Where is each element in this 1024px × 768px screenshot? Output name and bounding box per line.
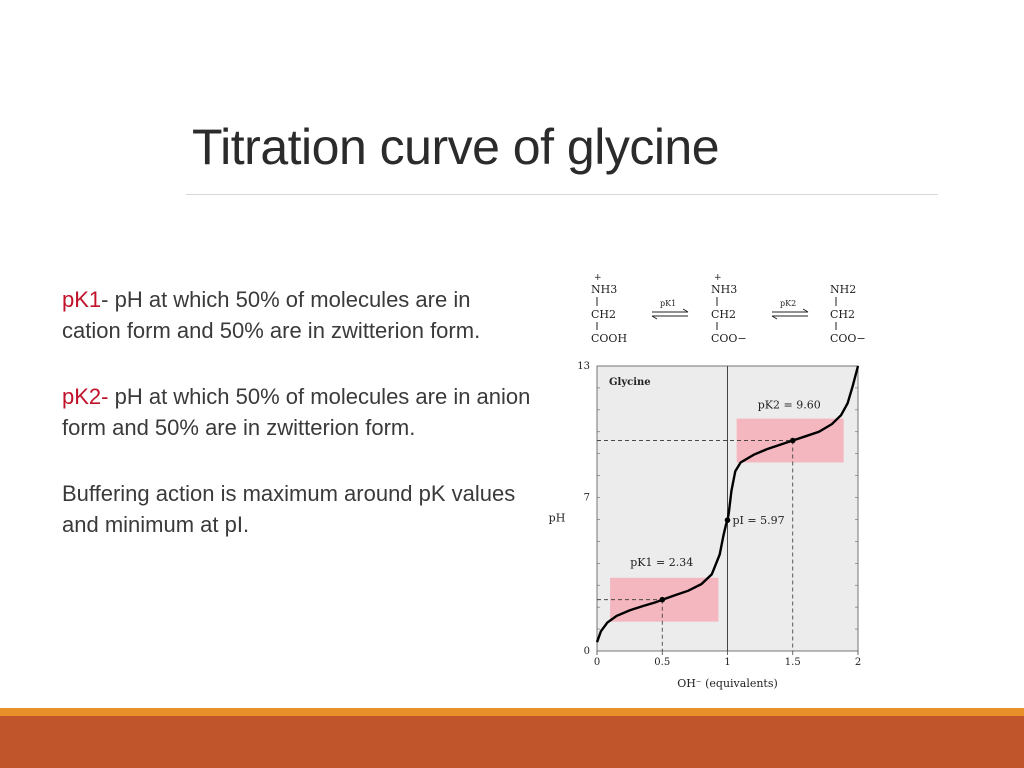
point-pk1 (659, 596, 666, 603)
ch2-group: CH2 (711, 308, 736, 321)
y-axis-label: pH (549, 512, 566, 525)
bullet-term: pK1 (62, 287, 102, 312)
ch2-group: CH2 (591, 308, 616, 321)
title-divider (186, 194, 938, 195)
marked-points (659, 437, 796, 603)
carboxyl-group: COO− (711, 332, 747, 345)
bullet-sep: - (101, 384, 109, 409)
bullet-term: pK2 (62, 384, 102, 409)
y-tick-label: 7 (584, 493, 590, 504)
y-tick-label: 0 (584, 646, 590, 657)
structure-cation: + NH3 CH2 COOH (591, 273, 627, 345)
arrow-head (682, 308, 689, 313)
structure-row: + NH3 CH2 COOH pK1 + NH3 CH2 COO− (591, 273, 866, 345)
charge-plus: + (594, 273, 602, 283)
axes: 0 0.5 1 1.5 2 0 7 13 (577, 361, 861, 668)
amine-group: NH3 (591, 283, 617, 296)
point-pi (724, 517, 731, 523)
chart-title: Glycine (609, 377, 651, 388)
bullet-buffering: Buffering action is maximum around pK va… (62, 478, 532, 540)
x-tick-label: 2 (855, 657, 861, 668)
titration-figure: + NH3 CH2 COOH pK1 + NH3 CH2 COO− (549, 273, 866, 690)
arrow-pk2: pK2 (771, 299, 809, 320)
footer-bar (0, 716, 1024, 768)
annotation-labels: pK1 = 2.34 pI = 5.97 pK2 = 9.60 (630, 399, 820, 569)
bullet-text: pH at which 50% of molecules are in cati… (62, 287, 481, 343)
footer-accent-bar (0, 708, 1024, 716)
point-pk2 (789, 437, 796, 444)
ch2-group: CH2 (830, 308, 855, 321)
x-axis-label: OH⁻ (equivalents) (677, 677, 778, 690)
amine-group: NH3 (711, 283, 737, 296)
structure-zwitterion: + NH3 CH2 COO− (711, 273, 747, 345)
glycine-figure: + NH3 CH2 COOH pK1 + NH3 CH2 COO− (540, 266, 880, 696)
slide-title: Titration curve of glycine (192, 119, 720, 175)
structure-anion: NH2 CH2 COO− (830, 283, 866, 345)
arrow-head (651, 315, 658, 320)
x-tick-label: 1 (724, 657, 730, 668)
guide-lines (597, 440, 794, 651)
charge-plus: + (714, 273, 722, 283)
x-tick-label: 0 (594, 657, 600, 668)
arrow-label: pK2 (780, 299, 796, 308)
carboxyl-group: COO− (830, 332, 866, 345)
arrow-head (771, 315, 778, 320)
y-tick-label: 13 (577, 361, 590, 372)
arrow-head (802, 308, 809, 313)
arrow-pk1: pK1 (651, 299, 689, 320)
annotation-label: pK1 = 2.34 (630, 556, 693, 569)
x-tick-label: 1.5 (785, 657, 801, 668)
annotation-label: pI = 5.97 (733, 514, 785, 527)
bullet-pk2: pK2- pH at which 50% of molecules are in… (62, 381, 532, 443)
bullet-pk1: pK1- pH at which 50% of molecules are in… (62, 284, 532, 346)
bullet-list: pK1- pH at which 50% of molecules are in… (62, 284, 532, 575)
bullet-text: Buffering action is maximum around pK va… (62, 481, 516, 537)
bullet-sep: - (101, 287, 109, 312)
bullet-text: pH at which 50% of molecules are in anio… (62, 384, 531, 440)
arrow-label: pK1 (660, 299, 676, 308)
x-tick-label: 0.5 (654, 657, 670, 668)
amine-group: NH2 (830, 283, 856, 296)
annotation-label: pK2 = 9.60 (758, 399, 821, 412)
carboxyl-group: COOH (591, 332, 627, 345)
